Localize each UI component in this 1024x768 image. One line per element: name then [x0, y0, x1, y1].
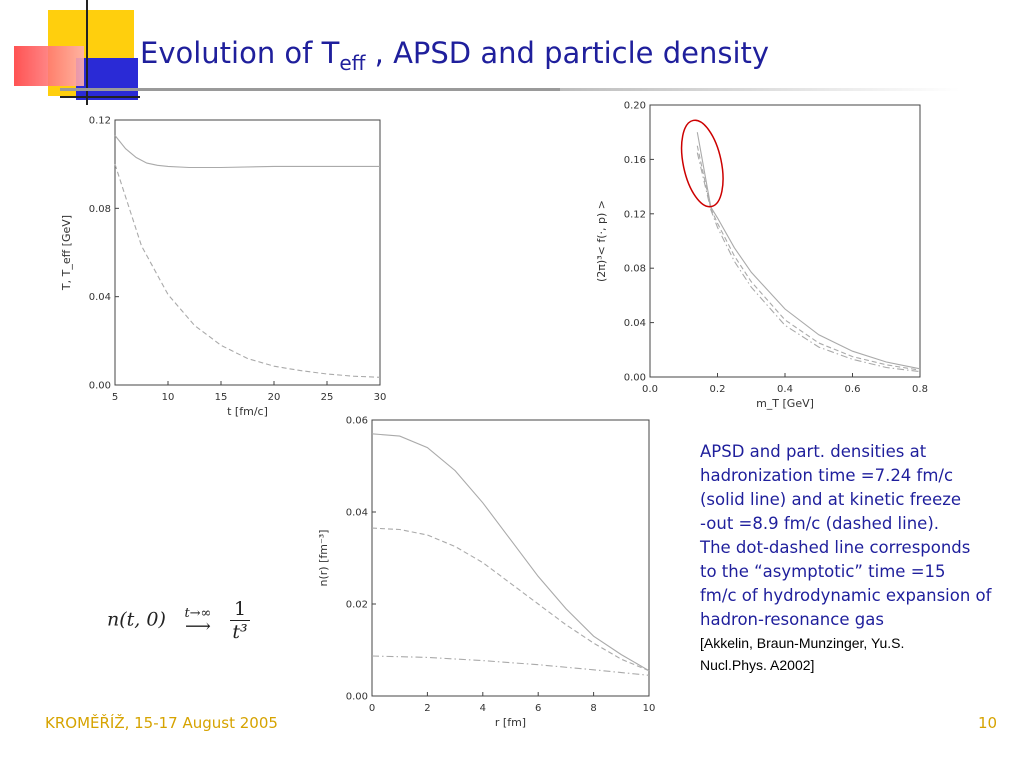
- formula-arrow-glyph: ⟶: [185, 616, 211, 637]
- x-tick-label: 30: [374, 392, 387, 403]
- y-axis-label: (2π)³< f(·, p) >: [595, 200, 608, 282]
- caption-line: (solid line) and at kinetic freeze: [700, 490, 962, 509]
- plot-frame: [649, 104, 921, 378]
- apsd-chart: 0.0 0.2 0.4 0.6 0.8 0.00 0.04 0.08 0.12 0.16 0.20 m…: [595, 101, 928, 411]
- series-line-dotdash: [371, 655, 650, 676]
- formula-arrow: t→∞ ⟶: [172, 606, 224, 637]
- x-tick-label: 0.4: [777, 384, 793, 395]
- plot-frame: [371, 419, 650, 697]
- figure-caption: APSD and part. densities at hadronization…: [700, 440, 1020, 676]
- series-line-dashed: [114, 164, 381, 378]
- page-number: 10: [978, 714, 998, 732]
- plot-frame: [114, 119, 381, 386]
- caption-reference: Nucl.Phys. A2002]: [700, 657, 815, 673]
- series-line-solid: [696, 132, 921, 370]
- caption-line: The dot-dashed line corresponds: [700, 538, 971, 557]
- y-tick-label: 0.12: [89, 116, 111, 127]
- formula-lhs: n(t, 0): [107, 608, 166, 631]
- y-tick-label: 0.08: [89, 204, 111, 215]
- x-tick-label: 20: [268, 392, 281, 403]
- caption-line: to the “asymptotic” time =15: [700, 562, 946, 581]
- x-tick-label: 5: [112, 392, 118, 403]
- x-tick-label: 25: [321, 392, 334, 403]
- formula-numerator: 1: [229, 598, 251, 621]
- x-tick-label: 15: [215, 392, 228, 403]
- x-tick-label: 8: [590, 703, 596, 714]
- y-tick-label: 0.16: [624, 155, 646, 166]
- x-tick-label: 10: [162, 392, 175, 403]
- slide-title: Evolution of Teff , APSD and particle de…: [140, 36, 769, 75]
- y-tick-label: 0.04: [89, 292, 111, 303]
- y-tick-label: 0.04: [346, 508, 368, 519]
- caption-reference: [Akkelin, Braun-Munzinger, Yu.S.: [700, 635, 905, 651]
- highlight-ellipse: [680, 119, 724, 208]
- logo-red-block: [14, 46, 84, 86]
- caption-line: hadronization time =7.24 fm/c: [700, 466, 954, 485]
- y-tick-label: 0.06: [346, 416, 368, 427]
- x-axis-label: r [fm]: [495, 716, 526, 729]
- y-axis-label: n(r) [fm⁻³]: [317, 530, 330, 587]
- caption-line: APSD and part. densities at: [700, 442, 927, 461]
- y-tick-label: 0.00: [346, 692, 368, 703]
- caption-line: fm/c of hydrodynamic expansion of: [700, 586, 992, 605]
- series-line-solid: [371, 433, 650, 672]
- x-tick-label: 0.8: [912, 384, 928, 395]
- y-tick-label: 0.02: [346, 600, 368, 611]
- logo-decoration: [0, 0, 140, 105]
- formula-fraction: 1 t³: [229, 598, 251, 643]
- x-tick-label: 0: [369, 703, 375, 714]
- title-rule: [60, 88, 560, 91]
- title-rest: , APSD and particle density: [365, 36, 770, 70]
- footer-conference: KROMĚŘÍŽ, 15-17 August 2005: [45, 714, 278, 732]
- temperature-chart: 5 10 15 20 25 30 0.00 0.04 0.08 0.12 t [fm/c] T, T_…: [60, 116, 387, 419]
- asymptotic-formula: n(t, 0) t→∞ ⟶ 1 t³: [107, 598, 251, 643]
- x-tick-label: 4: [480, 703, 486, 714]
- x-tick-label: 10: [643, 703, 656, 714]
- x-axis-label: t [fm/c]: [227, 405, 268, 418]
- y-tick-label: 0.20: [624, 101, 646, 112]
- x-tick-label: 0.2: [710, 384, 726, 395]
- x-tick-label: 6: [535, 703, 541, 714]
- y-tick-label: 0.00: [624, 373, 646, 384]
- caption-line: -out =8.9 fm/c (dashed line).: [700, 514, 940, 533]
- logo-vertical-line: [86, 0, 88, 105]
- x-tick-label: 0.0: [642, 384, 658, 395]
- title-rule-fade: [560, 88, 960, 91]
- series-line-dashed: [696, 145, 921, 371]
- y-tick-label: 0.00: [89, 381, 111, 392]
- y-tick-label: 0.12: [624, 209, 646, 220]
- formula-arrow-label: t→∞: [184, 606, 212, 621]
- y-tick-label: 0.08: [624, 264, 646, 275]
- formula-denominator: t³: [232, 621, 248, 643]
- series-line-dashed: [371, 527, 650, 672]
- series-line-solid: [114, 135, 380, 169]
- series-line-dotdash: [696, 152, 921, 373]
- y-axis-label: T, T_eff [GeV]: [60, 215, 73, 291]
- title-main: Evolution of T: [140, 36, 340, 70]
- logo-horizontal-line: [60, 96, 140, 98]
- x-tick-label: 0.6: [845, 384, 861, 395]
- x-tick-label: 2: [424, 703, 430, 714]
- caption-line: hadron-resonance gas: [700, 610, 884, 629]
- y-tick-label: 0.04: [624, 318, 646, 329]
- title-subscript: eff: [339, 50, 366, 75]
- density-chart: 0 2 4 6 8 10 0.00 0.02 0.04 0.06 r [fm] n(r) [fm⁻³]: [317, 416, 656, 730]
- x-axis-label: m_T [GeV]: [756, 397, 814, 410]
